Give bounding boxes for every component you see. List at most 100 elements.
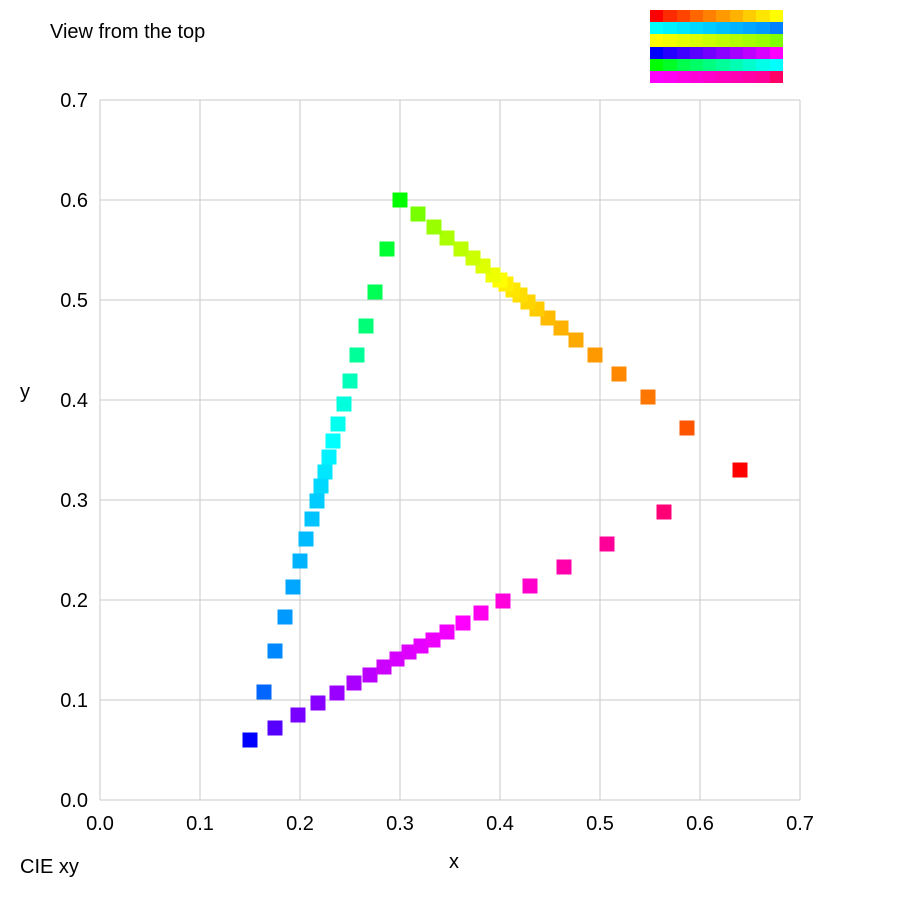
swatch-cell xyxy=(650,34,664,47)
data-point xyxy=(349,347,365,363)
swatch-cell xyxy=(663,34,677,47)
x-tick-label: 0.3 xyxy=(386,813,414,835)
data-point xyxy=(401,644,417,660)
data-point xyxy=(267,643,283,659)
data-point xyxy=(267,720,283,736)
swatch-cell xyxy=(703,71,717,84)
swatch-cell xyxy=(703,46,717,59)
data-point xyxy=(439,230,455,246)
swatch-cell xyxy=(769,58,783,72)
data-point xyxy=(426,219,442,235)
swatch-cell xyxy=(716,58,730,72)
data-point xyxy=(358,318,374,334)
swatch-cell xyxy=(676,10,690,22)
swatch-cell xyxy=(769,22,783,35)
data-point xyxy=(336,396,352,412)
swatch-cell xyxy=(703,22,717,35)
data-point xyxy=(367,284,383,300)
data-point xyxy=(679,420,695,436)
data-points xyxy=(242,192,748,748)
swatch-cell xyxy=(743,58,757,72)
data-point xyxy=(242,732,258,748)
swatch-cell xyxy=(756,46,770,59)
swatch-cell xyxy=(729,10,744,22)
data-point xyxy=(304,511,320,527)
data-point xyxy=(439,624,455,640)
swatch-cell xyxy=(689,22,704,35)
swatch-row xyxy=(650,46,783,59)
data-point xyxy=(495,593,511,609)
swatch-cell xyxy=(743,22,757,35)
swatch-cell xyxy=(756,58,770,72)
y-tick-label: 0.0 xyxy=(60,790,88,812)
data-point xyxy=(410,206,426,222)
swatch-row xyxy=(650,34,783,47)
swatch-cell xyxy=(743,46,757,59)
swatch-cell xyxy=(663,10,677,22)
view-title: View from the top xyxy=(50,21,206,43)
swatch-cell xyxy=(689,46,704,59)
data-point xyxy=(292,553,308,569)
swatch-cell xyxy=(676,58,690,72)
data-point xyxy=(277,609,293,625)
swatch-cell xyxy=(650,10,664,22)
swatch-cell xyxy=(689,34,704,47)
tick-labels: 0.0 0.1 0.2 0.3 0.4 0.5 0.6 0.7 0.0 0.1 0.2 0.3 0.4 0… xyxy=(60,90,814,835)
swatch-cell xyxy=(743,10,757,22)
swatch-cell xyxy=(689,58,704,72)
swatch-cell xyxy=(756,10,770,22)
data-point xyxy=(329,685,345,701)
data-point xyxy=(568,332,584,348)
data-point xyxy=(732,462,748,478)
swatch-cell xyxy=(650,22,664,35)
swatch-cell xyxy=(716,22,730,35)
swatch-cell xyxy=(663,46,677,59)
grid-lines xyxy=(99,99,801,801)
x-tick-label: 0.2 xyxy=(286,813,314,835)
data-point xyxy=(342,373,358,389)
swatch-cell xyxy=(703,10,717,22)
swatch-cell xyxy=(729,22,744,35)
data-point xyxy=(556,559,572,575)
swatch-cell xyxy=(729,34,744,47)
swatch-cell xyxy=(716,34,730,47)
swatch-cell xyxy=(716,10,730,22)
swatch-cell xyxy=(729,46,744,59)
swatch-cell xyxy=(769,46,783,59)
swatch-cell xyxy=(676,71,690,84)
y-tick-label: 0.6 xyxy=(60,190,88,212)
swatch-cell xyxy=(676,22,690,35)
data-point xyxy=(313,478,329,494)
data-point xyxy=(346,675,362,691)
data-point xyxy=(453,241,469,257)
swatch-cell xyxy=(716,46,730,59)
swatch-row xyxy=(650,71,783,84)
swatch-cell xyxy=(756,34,770,47)
swatch-cell xyxy=(769,10,783,22)
swatch-cell xyxy=(703,34,717,47)
data-point xyxy=(656,504,672,520)
data-point xyxy=(389,651,405,667)
swatch-cell xyxy=(743,34,757,47)
data-point xyxy=(392,192,408,208)
swatch-row xyxy=(650,58,783,72)
y-tick-label: 0.5 xyxy=(60,290,88,312)
data-point xyxy=(256,684,272,700)
x-tick-label: 0.4 xyxy=(486,813,514,835)
x-tick-label: 0.1 xyxy=(186,813,214,835)
data-point xyxy=(376,659,392,675)
y-axis-label: y xyxy=(20,381,30,403)
swatch-cell xyxy=(743,71,757,84)
color-swatch-panel xyxy=(650,10,783,84)
swatch-cell xyxy=(663,58,677,72)
data-point xyxy=(317,464,333,480)
x-tick-label: 0.6 xyxy=(686,813,714,835)
swatch-cell xyxy=(663,22,677,35)
data-point xyxy=(330,416,346,432)
data-point xyxy=(599,536,615,552)
data-point xyxy=(290,707,306,723)
swatch-cell xyxy=(716,71,730,84)
data-point xyxy=(310,695,326,711)
y-tick-label: 0.2 xyxy=(60,590,88,612)
